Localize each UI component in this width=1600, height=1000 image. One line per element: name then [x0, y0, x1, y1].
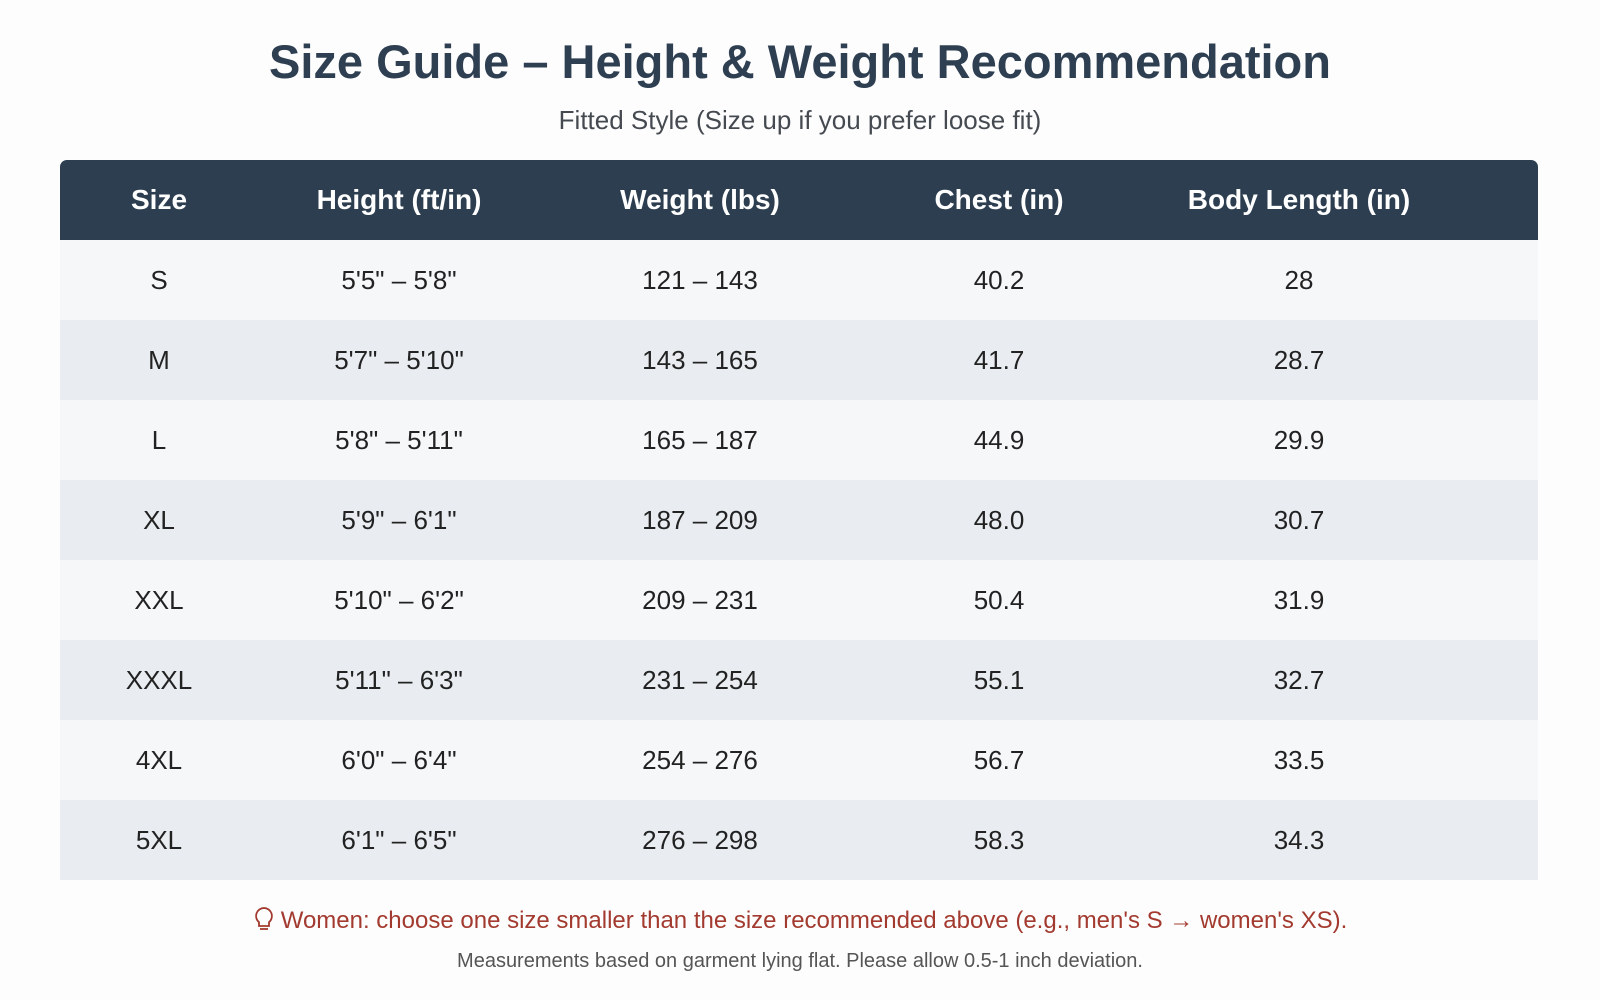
- column-header: Body Length (in): [1138, 160, 1538, 240]
- table-cell: 231 – 254: [540, 640, 860, 720]
- column-header: Height (ft/in): [258, 160, 540, 240]
- disclaimer: Measurements based on garment lying flat…: [457, 950, 1143, 972]
- table-row: XL 5'9" – 6'1" 187 – 209 48.0 30.7: [60, 480, 1538, 560]
- table-cell: 28.7: [1138, 320, 1538, 400]
- table-cell: XL: [60, 480, 258, 560]
- table-cell: 58.3: [860, 800, 1138, 880]
- table-cell: 50.4: [860, 560, 1138, 640]
- table-cell: 31.9: [1138, 560, 1538, 640]
- table-cell: S: [60, 240, 258, 320]
- table-cell: 29.9: [1138, 400, 1538, 480]
- table-cell: 121 – 143: [540, 240, 860, 320]
- table-cell: 28: [1138, 240, 1538, 320]
- table-cell: XXL: [60, 560, 258, 640]
- table-cell: 33.5: [1138, 720, 1538, 800]
- table-row: 4XL 6'0" – 6'4" 254 – 276 56.7 33.5: [60, 720, 1538, 800]
- column-header: Weight (lbs): [540, 160, 860, 240]
- table-row: XXL 5'10" – 6'2" 209 – 231 50.4 31.9: [60, 560, 1538, 640]
- table-row: S 5'5" – 5'8" 121 – 143 40.2 28: [60, 240, 1538, 320]
- table-cell: 5'11" – 6'3": [258, 640, 540, 720]
- table-cell: 32.7: [1138, 640, 1538, 720]
- table-cell: 4XL: [60, 720, 258, 800]
- table-cell: 56.7: [860, 720, 1138, 800]
- table-head: Size Height (ft/in) Weight (lbs) Chest (in)…: [60, 160, 1538, 240]
- table-cell: 5'8" – 5'11": [258, 400, 540, 480]
- table-cell: 5XL: [60, 800, 258, 880]
- table-cell: XXXL: [60, 640, 258, 720]
- table-cell: 165 – 187: [540, 400, 860, 480]
- table-cell: 143 – 165: [540, 320, 860, 400]
- table-cell: 6'1" – 6'5": [258, 800, 540, 880]
- table-cell: 5'10" – 6'2": [258, 560, 540, 640]
- women-note: Women: choose one size smaller than the …: [0, 906, 1600, 935]
- column-header: Size: [60, 160, 258, 240]
- table-cell: 55.1: [860, 640, 1138, 720]
- table-cell: 5'5" – 5'8": [258, 240, 540, 320]
- table-cell: M: [60, 320, 258, 400]
- table-cell: 187 – 209: [540, 480, 860, 560]
- header-row: Size Height (ft/in) Weight (lbs) Chest (in)…: [60, 160, 1538, 240]
- table-row: L 5'8" – 5'11" 165 – 187 44.9 29.9: [60, 400, 1538, 480]
- table-cell: 254 – 276: [540, 720, 860, 800]
- table-cell: 41.7: [860, 320, 1138, 400]
- table-cell: 44.9: [860, 400, 1138, 480]
- table-cell: L: [60, 400, 258, 480]
- size-table: Size Height (ft/in) Weight (lbs) Chest (in)…: [60, 160, 1538, 880]
- table-cell: 5'9" – 6'1": [258, 480, 540, 560]
- note-text: Women: choose one size smaller than the …: [280, 907, 1348, 934]
- bulb-icon: [254, 907, 273, 930]
- title: Size Guide – Height & Weight Recommendat…: [269, 35, 1331, 88]
- table-cell: 6'0" – 6'4": [258, 720, 540, 800]
- column-header: Chest (in): [860, 160, 1138, 240]
- table-cell: 30.7: [1138, 480, 1538, 560]
- table-row: M 5'7" – 5'10" 143 – 165 41.7 28.7: [60, 320, 1538, 400]
- subtitle: Fitted Style (Size up if you prefer loos…: [558, 105, 1042, 135]
- table-body: S 5'5" – 5'8" 121 – 143 40.2 28 M 5'7" – 5'10"…: [60, 240, 1538, 880]
- table-cell: 209 – 231: [540, 560, 860, 640]
- table-row: 5XL 6'1" – 6'5" 276 – 298 58.3 34.3: [60, 800, 1538, 880]
- table-cell: 276 – 298: [540, 800, 860, 880]
- table-cell: 48.0: [860, 480, 1138, 560]
- table-cell: 40.2: [860, 240, 1138, 320]
- table-row: XXXL 5'11" – 6'3" 231 – 254 55.1 32.7: [60, 640, 1538, 720]
- table-cell: 34.3: [1138, 800, 1538, 880]
- table-cell: 5'7" – 5'10": [258, 320, 540, 400]
